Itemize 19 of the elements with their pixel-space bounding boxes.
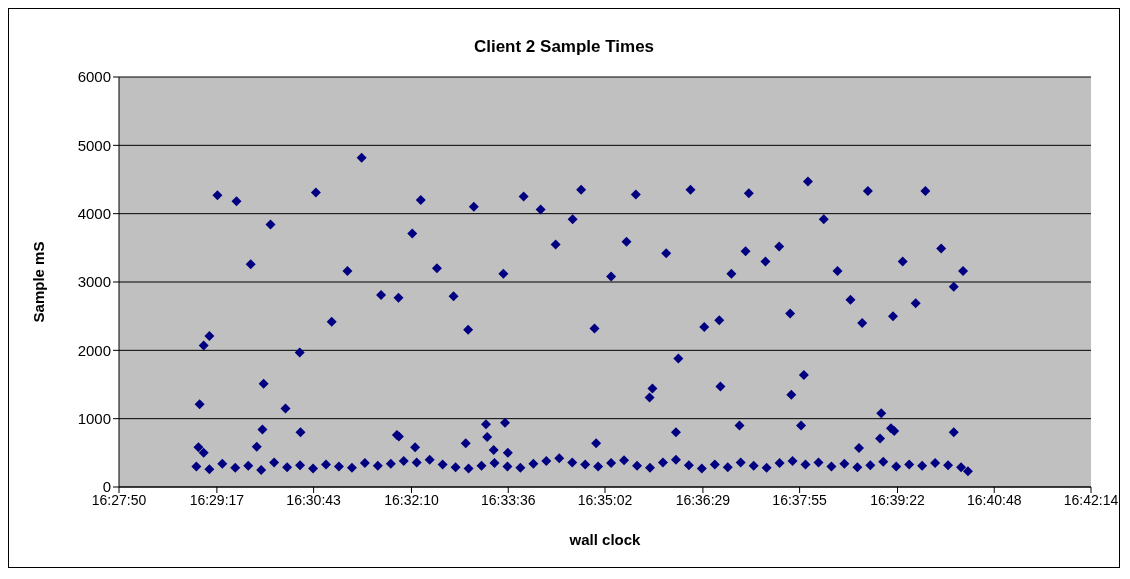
x-axis-title: wall clock (568, 531, 642, 548)
y-tick-label: 6000 (77, 68, 111, 86)
x-tick-label: 16:30:43 (286, 491, 342, 508)
x-tick-label: 16:33:36 (481, 491, 536, 508)
y-tick-label: 2000 (77, 341, 111, 359)
x-tick-label: 16:35:02 (577, 491, 633, 508)
chart-title: Client 2 Sample Times (472, 36, 656, 57)
y-tick-label: 5000 (77, 136, 111, 154)
y-tick-label: 1000 (77, 409, 111, 427)
x-tick-label: 16:40:48 (967, 491, 1022, 508)
y-tick-label: 3000 (77, 273, 111, 291)
y-axis-title: Sample mS (30, 241, 48, 323)
x-tick-label: 16:37:55 (772, 491, 828, 508)
x-tick-label: 16:39:22 (870, 491, 925, 508)
x-tick-label: 16:36:29 (675, 491, 731, 508)
x-tick-label: 16:32:10 (384, 491, 439, 508)
x-tick-label: 16:29:17 (189, 491, 245, 508)
y-tick-label: 4000 (77, 204, 111, 222)
x-tick-label: 16:42:14 (1063, 491, 1119, 508)
